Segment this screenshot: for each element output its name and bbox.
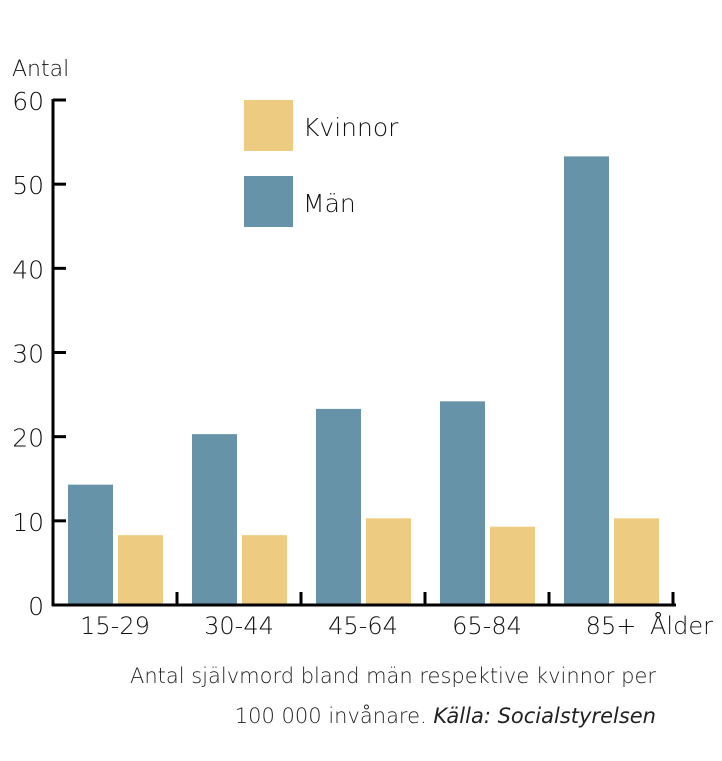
caption-source: Källa: Socialstyrelsen <box>433 704 656 728</box>
bar-chart: Antal 0 10 20 30 40 50 60 15-29 30-44 45-64 65-84… <box>12 57 713 640</box>
caption: Antal självmord bland män respektive kvi… <box>40 656 656 736</box>
bar-man <box>440 401 485 605</box>
caption-line-2: 100 000 invånare. Källa: Socialstyrelsen <box>40 696 656 736</box>
x-tick-label: 85+ <box>586 612 637 640</box>
caption-line-2-text: 100 000 invånare. <box>234 704 427 728</box>
bar-man <box>564 156 609 605</box>
legend-swatch-kvinnor <box>244 100 293 151</box>
y-tick-label: 10 <box>12 508 44 537</box>
bar-kvinnor <box>614 518 659 605</box>
x-tick-label: 45-64 <box>328 612 398 640</box>
bar-man <box>192 434 237 605</box>
y-tick-label: 40 <box>12 255 44 284</box>
y-tick-label: 50 <box>12 171 44 200</box>
y-tick-label: 30 <box>12 340 44 369</box>
y-tick-label: 0 <box>28 592 44 621</box>
y-axis-label: Antal <box>12 57 69 82</box>
x-tick-label: 15-29 <box>80 612 150 640</box>
legend-label-man: Män <box>303 189 356 218</box>
y-tick-label: 60 <box>12 87 44 116</box>
x-axis-label: Ålder <box>650 611 713 640</box>
bar-man <box>316 408 361 605</box>
y-tick-label: 20 <box>12 424 44 453</box>
bar-kvinnor <box>490 526 535 605</box>
bar-kvinnor <box>118 535 163 605</box>
caption-line-1: Antal självmord bland män respektive kvi… <box>129 664 656 688</box>
bar-kvinnor <box>366 518 411 605</box>
bar-kvinnor <box>242 535 287 605</box>
x-tick-label: 65-84 <box>452 612 522 640</box>
legend-label-kvinnor: Kvinnor <box>303 113 399 142</box>
x-tick-label: 30-44 <box>204 612 274 640</box>
legend-swatch-man <box>244 176 293 227</box>
bar-man <box>68 484 113 605</box>
